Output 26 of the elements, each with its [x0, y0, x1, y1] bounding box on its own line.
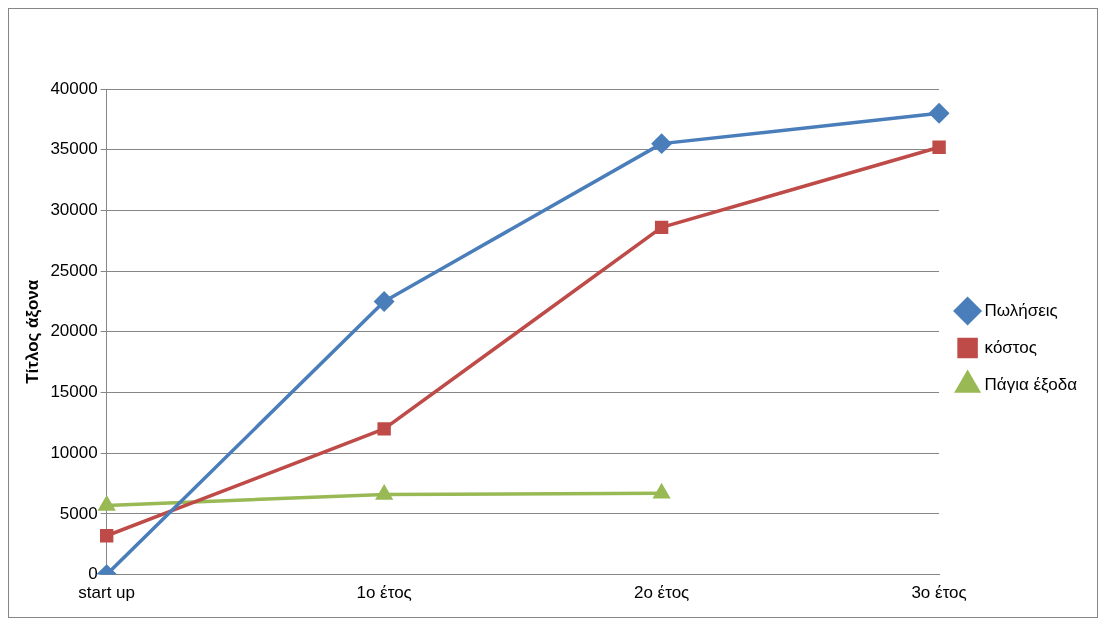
y-tick-label: 35000 [50, 139, 98, 159]
point [377, 422, 391, 436]
y-tick-label: 40000 [50, 78, 98, 98]
x-tick-label: 3ο έτος [911, 583, 967, 603]
y-tick-label: 15000 [50, 382, 98, 402]
point [376, 485, 392, 500]
y-tick-label: 25000 [50, 260, 98, 280]
point [932, 140, 946, 154]
y-tick-label: 30000 [50, 200, 98, 220]
y-tick-label: 10000 [50, 442, 98, 462]
legend-label: Πωλήσεις [984, 300, 1058, 320]
legend-label: Πάγια έξοδα [984, 374, 1078, 394]
point [929, 103, 949, 124]
x-tick-label: 1ο έτος [356, 583, 412, 603]
point [652, 482, 671, 499]
point [651, 133, 672, 154]
legend-label: κόστος [984, 337, 1037, 357]
x-tick-label: 2ο έτος [633, 583, 690, 603]
point [374, 291, 394, 312]
y-tick-label: 0 [88, 564, 98, 584]
x-tick-label: start up [78, 583, 136, 603]
y-axis-title: Τίτλος άξονα [22, 279, 42, 384]
point [98, 496, 115, 511]
y-tick-label: 5000 [59, 503, 98, 523]
y-tick-label: 20000 [50, 321, 98, 341]
point [654, 220, 669, 235]
